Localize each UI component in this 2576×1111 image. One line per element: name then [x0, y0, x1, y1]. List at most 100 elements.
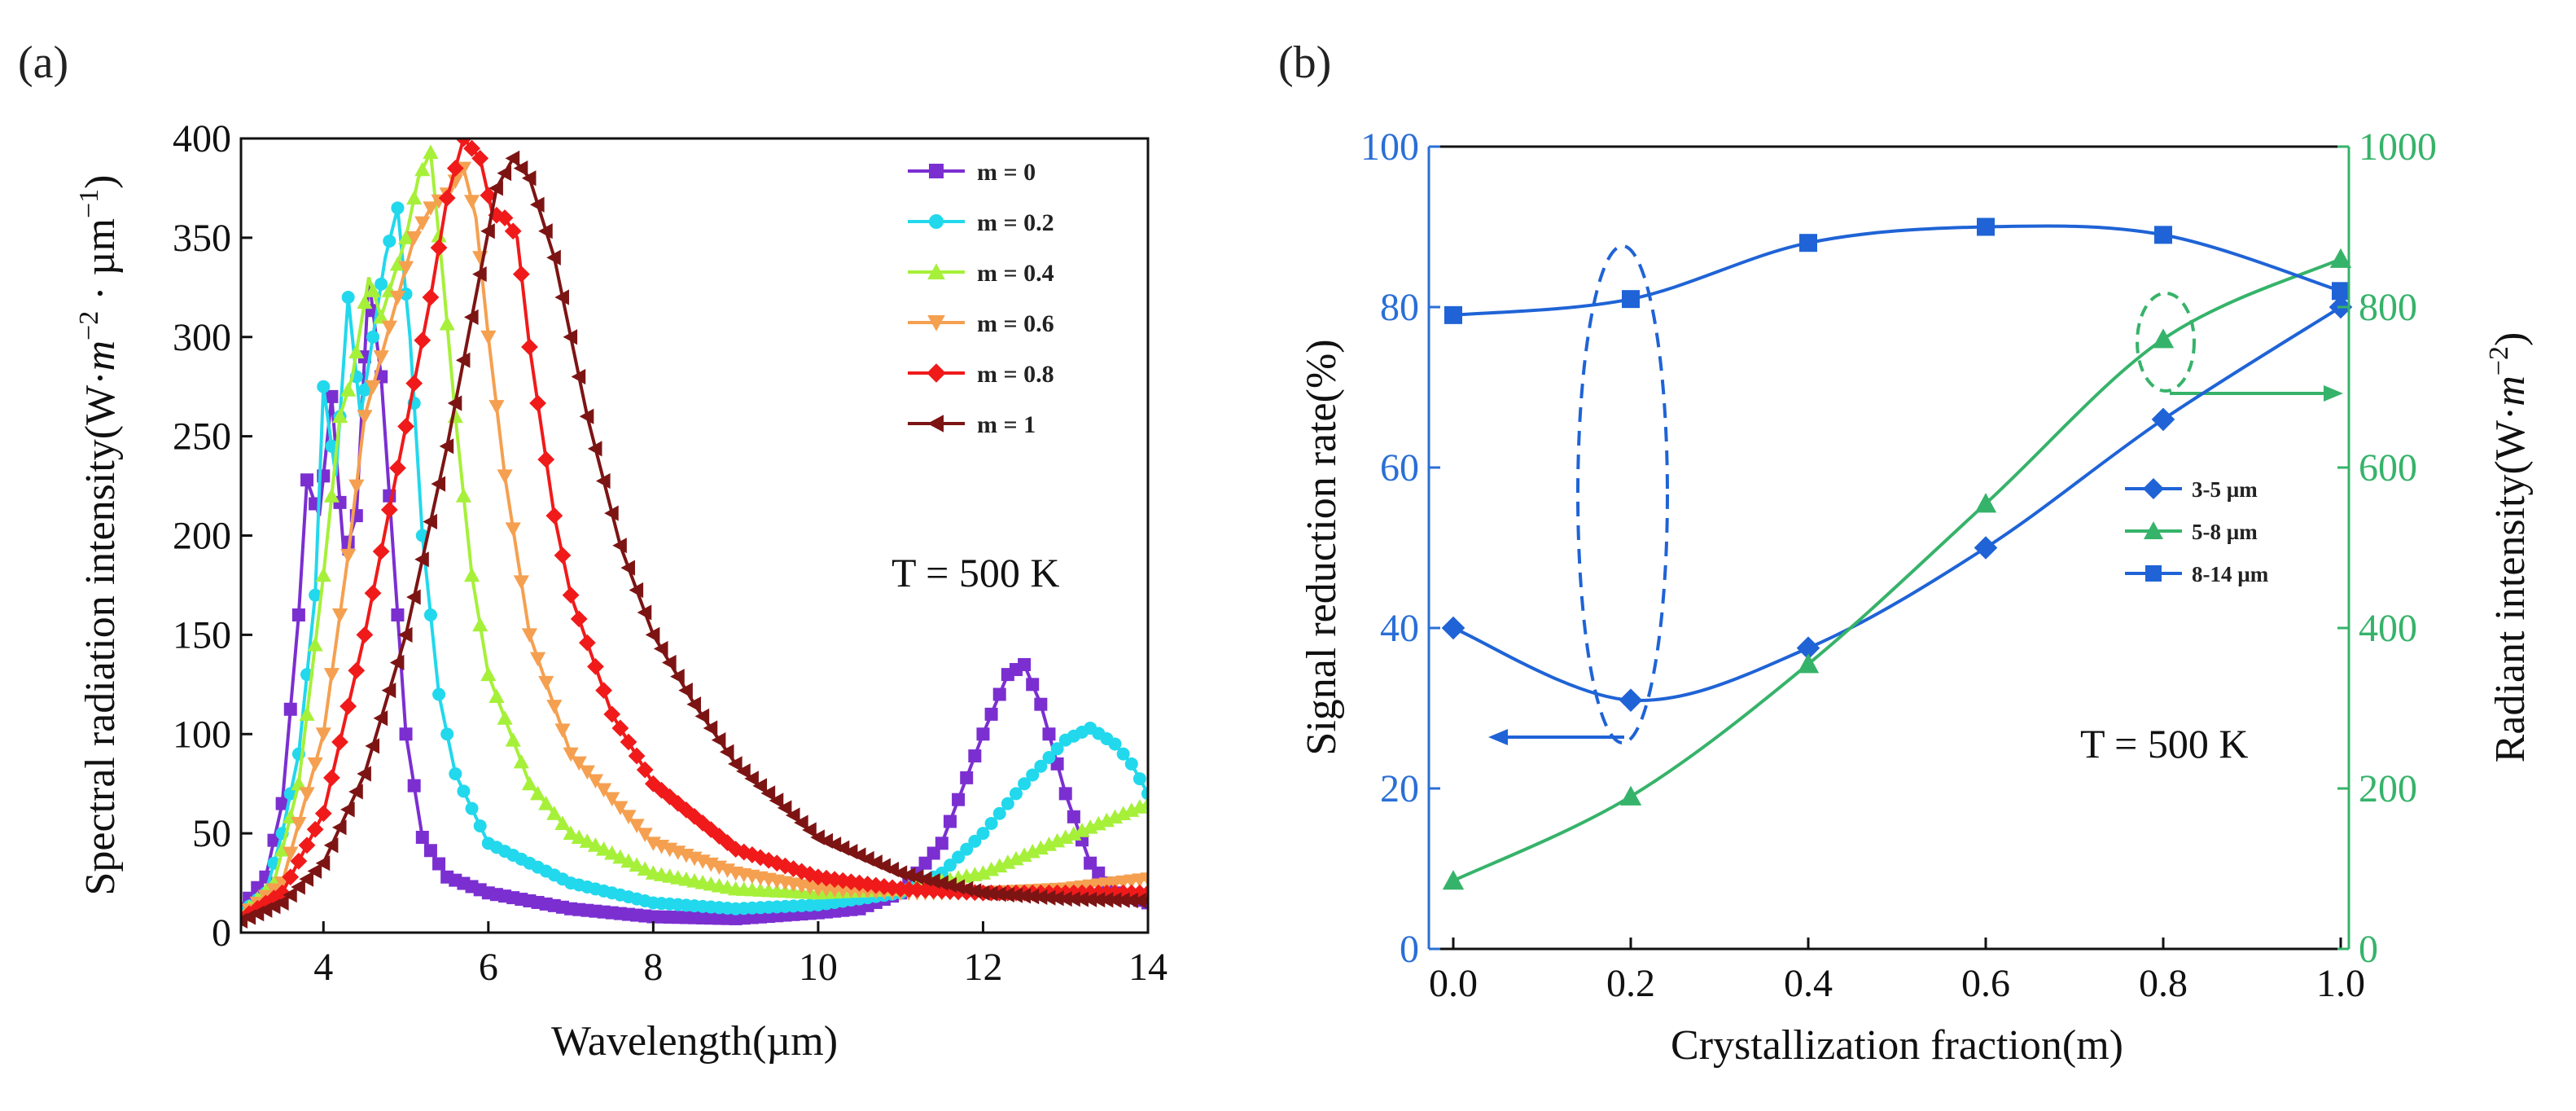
- data-point: [521, 338, 538, 356]
- x-tick-label: 8: [643, 946, 663, 989]
- data-point: [952, 793, 966, 806]
- right-y-tick-label: 200: [2359, 767, 2417, 810]
- panel-a-x-ticks: 4 6 8 10 12 14: [313, 921, 1168, 989]
- data-point: [563, 825, 579, 841]
- data-point: [537, 450, 555, 468]
- data-point: [323, 488, 340, 503]
- data-point: [992, 806, 1006, 820]
- data-point: [2332, 282, 2350, 301]
- data-point: [1026, 678, 1040, 692]
- data-point: [1042, 727, 1056, 741]
- data-point: [1124, 757, 1138, 771]
- data-point: [1140, 795, 1148, 810]
- data-point: [1008, 887, 1023, 903]
- data-point: [480, 187, 497, 204]
- data-point: [423, 608, 437, 621]
- data-point: [1796, 636, 1820, 660]
- data-point: [357, 294, 373, 310]
- data-point: [389, 654, 405, 671]
- panel-a-series-group: [241, 138, 1148, 929]
- data-point: [686, 696, 701, 713]
- data-point: [480, 330, 497, 345]
- data-point: [620, 853, 637, 868]
- data-point: [941, 882, 959, 900]
- data-point: [521, 170, 537, 187]
- data-point: [975, 885, 990, 901]
- data-point: [399, 287, 413, 301]
- data-point: [480, 666, 497, 682]
- panel-b-right-y-axis-label: Radiant intensity(W·m−2): [2484, 332, 2534, 763]
- data-point: [1098, 892, 1114, 908]
- right-axis-group-ellipse: [2136, 292, 2196, 393]
- right-y-tick-label: 600: [2359, 446, 2417, 490]
- data-point: [538, 223, 553, 239]
- data-point: [521, 628, 538, 643]
- data-point: [331, 608, 348, 623]
- data-point: [1444, 305, 1462, 324]
- data-point: [373, 350, 389, 365]
- right-y-tick-label: 800: [2359, 286, 2417, 329]
- data-point: [1619, 688, 1643, 712]
- data-point: [859, 876, 877, 893]
- data-point: [612, 849, 629, 864]
- data-point: [348, 661, 366, 679]
- data-point: [538, 795, 554, 810]
- data-point: [463, 567, 480, 582]
- data-point: [935, 837, 948, 850]
- data-point: [960, 842, 974, 856]
- data-point: [1977, 217, 1995, 236]
- data-point: [365, 380, 381, 395]
- panel-b-right-ylabel-main: Radiant intensity(W·: [2487, 406, 2534, 763]
- data-point: [1067, 810, 1080, 823]
- data-point: [1140, 872, 1148, 887]
- panel-b-crystallization-chart: (b) 0.0 0.2 0.4 0.6 0.8 1.0 0 20 40 60 80 100 0 200…: [1278, 37, 2534, 1069]
- panel-a-ylabel-sup1: −2: [74, 311, 104, 340]
- data-point: [571, 368, 586, 385]
- data-point: [587, 441, 602, 457]
- data-point: [348, 344, 365, 359]
- data-point: [497, 469, 513, 484]
- data-point: [1441, 616, 1465, 640]
- data-point: [331, 733, 348, 751]
- data-point: [612, 538, 627, 554]
- data-point: [423, 513, 437, 530]
- data-point: [719, 744, 734, 760]
- data-point: [926, 873, 940, 889]
- data-point: [480, 223, 495, 239]
- legend-label: 5-8 µm: [2192, 520, 2258, 544]
- panel-b-series-group: [1441, 217, 2353, 890]
- data-point: [769, 793, 784, 809]
- data-point: [1074, 891, 1089, 907]
- panel-a-y-axis-label: Spectral radiation intensity(W·m−2 · µm−…: [74, 174, 124, 895]
- data-point: [802, 822, 817, 838]
- data-point: [943, 815, 957, 828]
- x-tick-label: 6: [479, 946, 498, 989]
- data-point: [521, 775, 538, 791]
- data-point: [636, 761, 654, 779]
- data-point: [1090, 891, 1106, 908]
- data-point: [587, 657, 604, 675]
- data-point: [976, 827, 990, 841]
- data-point: [431, 476, 446, 492]
- data-point: [422, 288, 440, 306]
- data-point: [365, 738, 380, 754]
- data-point: [546, 806, 563, 820]
- y-tick-label: 0: [212, 911, 231, 955]
- data-point: [984, 707, 998, 721]
- data-point: [604, 792, 620, 807]
- data-point: [383, 234, 396, 248]
- data-point: [976, 727, 990, 741]
- legend-label: m = 0.6: [977, 310, 1054, 337]
- data-point: [1092, 866, 1106, 880]
- data-point: [1034, 759, 1048, 773]
- data-point: [1058, 890, 1072, 907]
- legend-marker: [2144, 521, 2163, 539]
- data-point: [529, 785, 546, 801]
- panel-a-ylabel-mid: · µm: [77, 218, 124, 311]
- panel-b-right-ylabel-m: m: [2487, 375, 2534, 406]
- data-point: [596, 783, 612, 798]
- data-point: [265, 889, 283, 907]
- data-point: [736, 763, 751, 779]
- data-point: [628, 747, 646, 765]
- data-point: [1042, 751, 1056, 765]
